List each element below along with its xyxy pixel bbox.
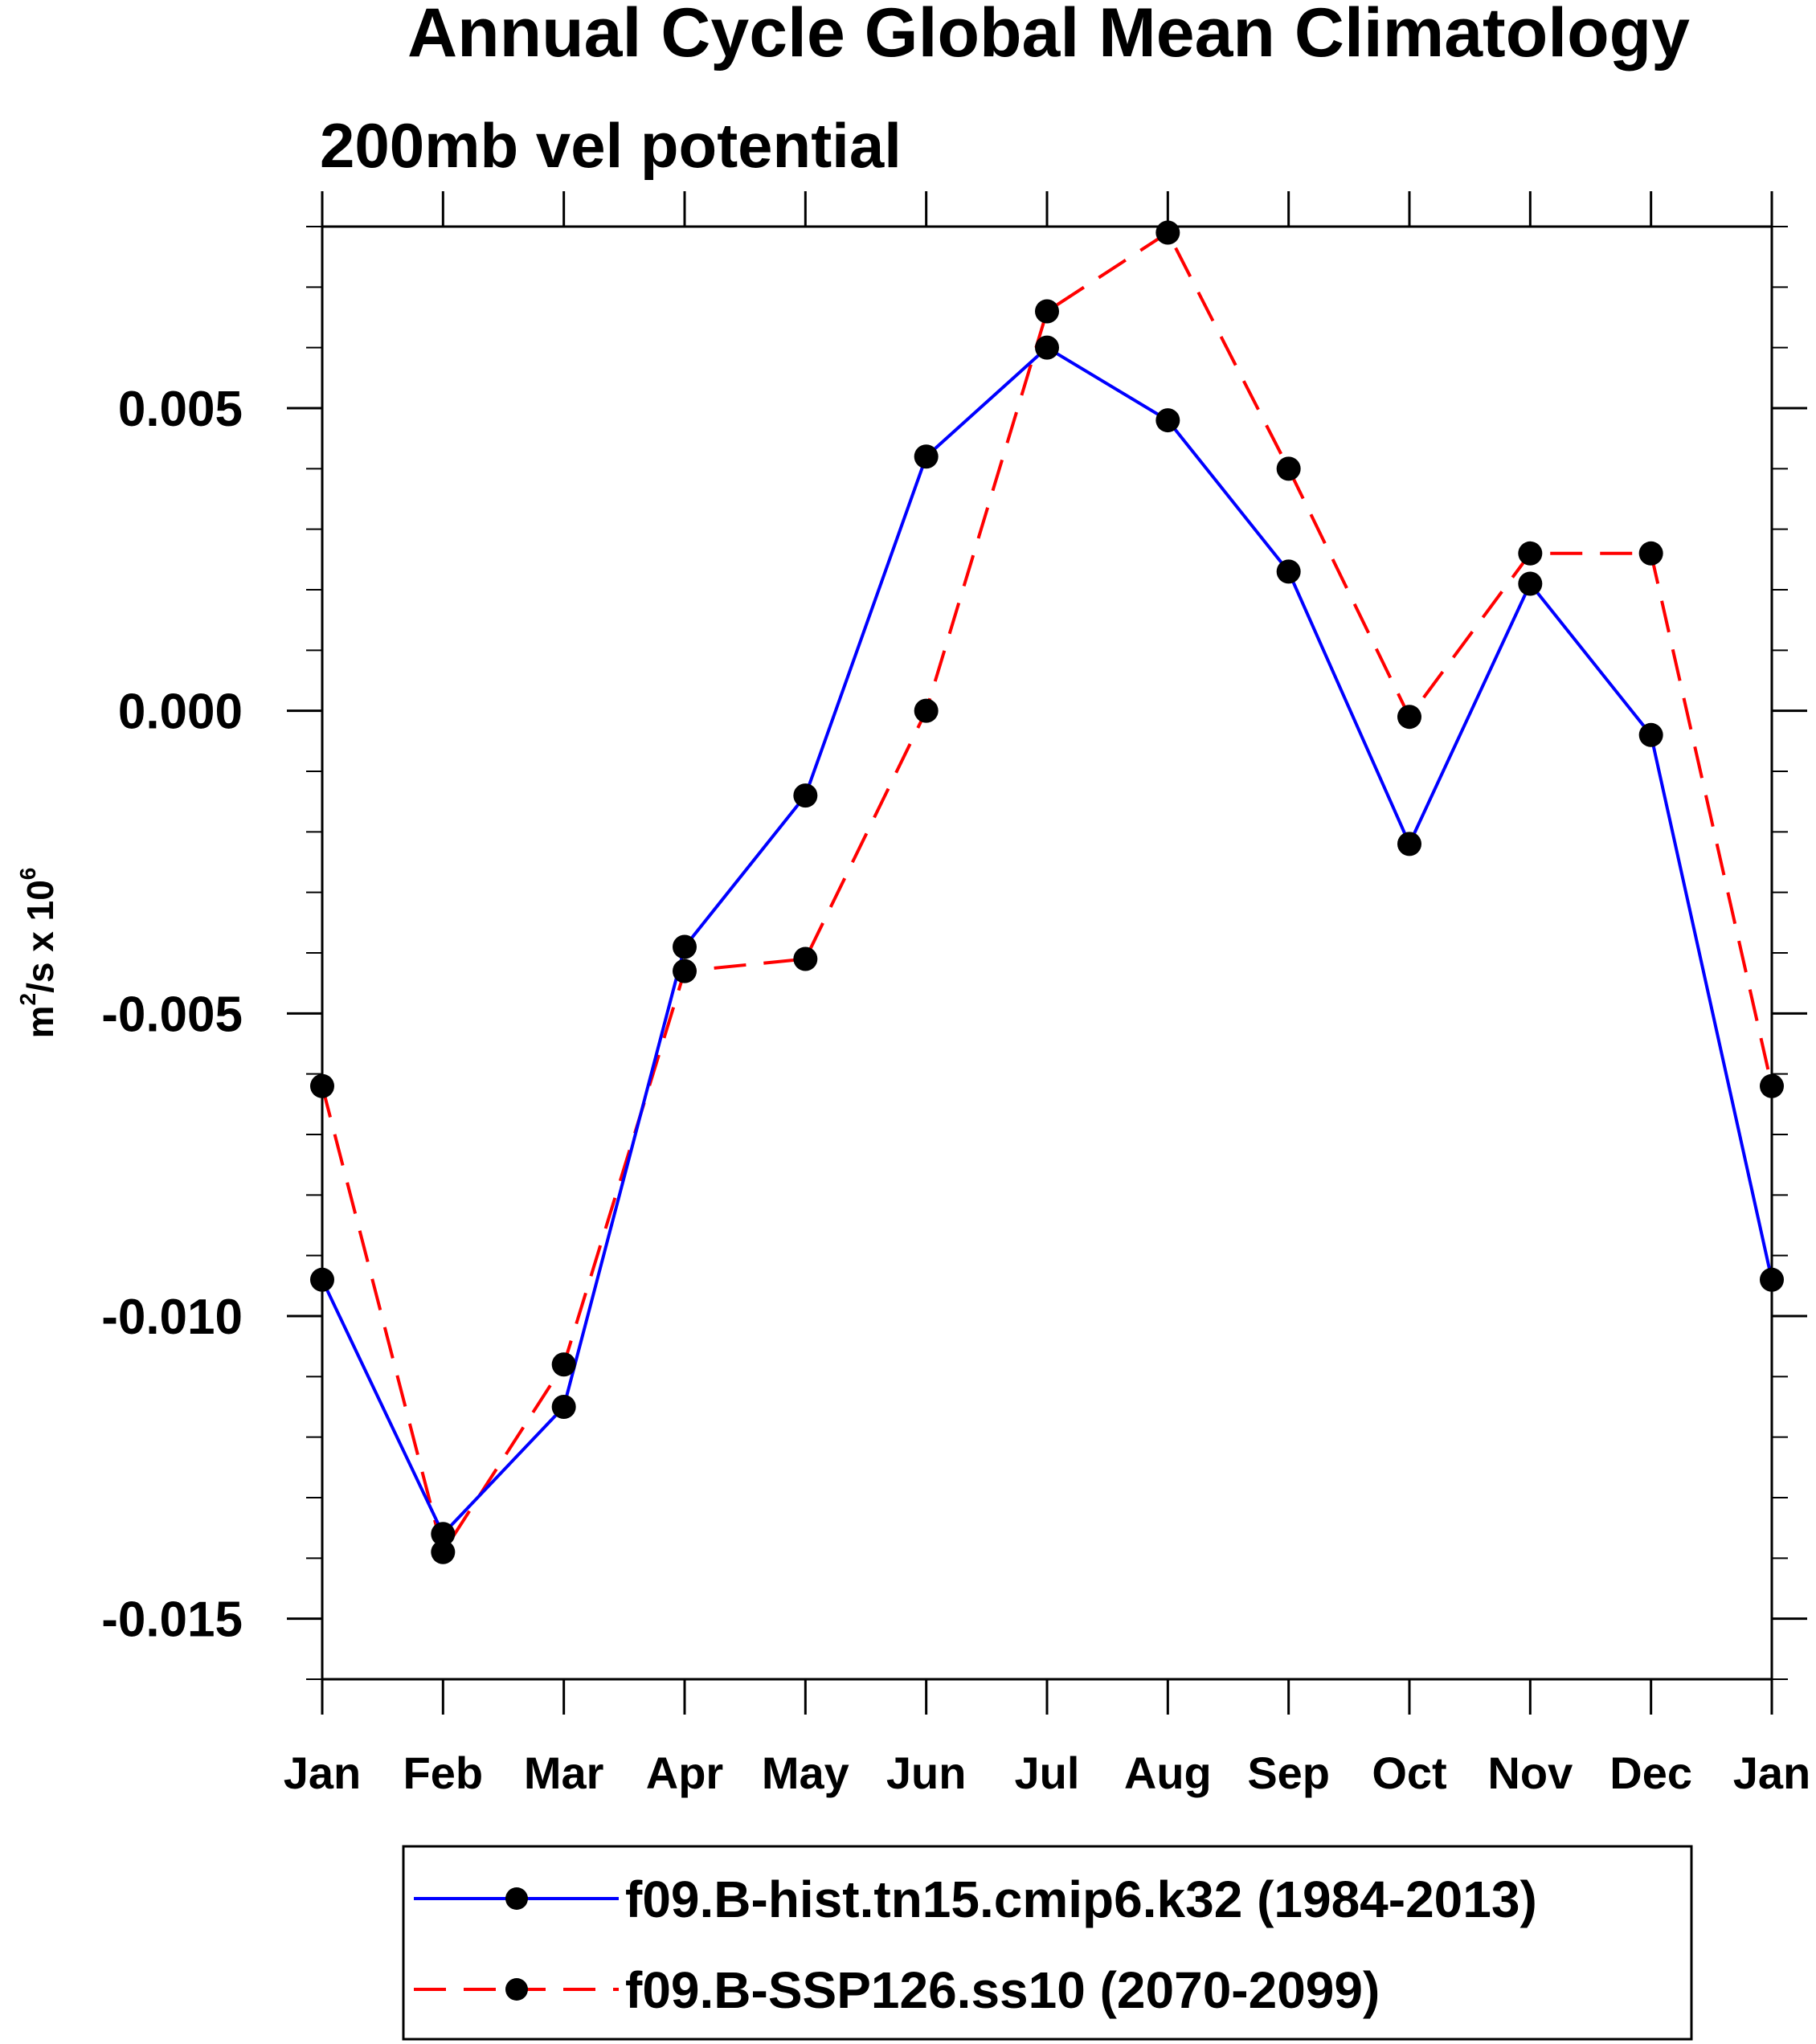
svg-text:m2/s x 106: m2/s x 106 (15, 868, 61, 1039)
chart-title: Annual Cycle Global Mean Climatology (407, 0, 1690, 72)
series-1-marker (1035, 299, 1059, 324)
series-1-marker (1276, 456, 1301, 481)
series-1-marker (914, 698, 939, 723)
y-tick-label: -0.015 (101, 1592, 243, 1648)
legend-box (402, 1845, 1693, 2041)
x-tick-label: Sep (1247, 1748, 1330, 1798)
tick-layer: 0.005 0.000 -0.005 -0.010 -0.015 Jan Feb Mar Apr… (101, 191, 1810, 1798)
series-0-marker (793, 783, 818, 808)
series-0-marker (431, 1522, 456, 1547)
series-0-marker (673, 934, 697, 959)
series-1-marker (1638, 541, 1663, 566)
series-0-marker (551, 1395, 576, 1419)
y-axis-label-sup1: 2 (15, 993, 40, 1006)
series-1-marker (673, 959, 697, 983)
series-layer (310, 220, 1784, 1564)
legend: f09.B-hist.tn15.cmip6.k32 (1984-2013) f0… (402, 1845, 1693, 2041)
legend-label-ssp: f09.B-SSP126.ss10 (2070-2099) (625, 1961, 1380, 2019)
chart-subtitle: 200mb vel potential (320, 110, 902, 181)
y-axis-label-mid: /s x 10 (19, 880, 61, 993)
series-1-marker (1155, 220, 1180, 245)
y-axis-label: m2/s x 106 (15, 868, 61, 1039)
series-line-0 (321, 345, 1773, 1536)
y-axis-label-base: m (19, 1005, 61, 1038)
series-0-marker (1638, 722, 1663, 747)
series-1-marker (551, 1352, 576, 1377)
x-tick-label: Dec (1609, 1748, 1692, 1798)
x-tick-label: May (762, 1748, 849, 1798)
series-0-marker (914, 444, 939, 469)
x-tick-label: Jul (1015, 1748, 1080, 1798)
y-axis-label-sup2: 6 (15, 868, 40, 881)
series-0-marker (1397, 832, 1421, 856)
legend-label-hist: f09.B-hist.tn15.cmip6.k32 (1984-2013) (625, 1870, 1537, 1928)
y-tick-label: -0.005 (101, 987, 243, 1042)
x-tick-label: Mar (524, 1748, 604, 1798)
x-tick-label: Aug (1124, 1748, 1212, 1798)
legend-marker-ssp (505, 1978, 528, 2001)
legend-marker-hist (505, 1887, 528, 1910)
x-tick-label: Jan (1733, 1748, 1811, 1798)
x-tick-label: Apr (646, 1748, 723, 1798)
series-0-marker (1518, 571, 1543, 596)
x-tick-label: Oct (1372, 1748, 1446, 1798)
x-tick-label: Jun (886, 1748, 967, 1798)
plot-frame (321, 225, 1773, 1681)
series-line-1 (321, 231, 1773, 1554)
y-tick-label: 0.005 (118, 382, 243, 437)
series-0-marker (1155, 408, 1180, 433)
series-0-marker (1035, 335, 1059, 360)
series-1-marker (431, 1539, 456, 1564)
series-1-marker (793, 946, 818, 971)
series-0-marker (1276, 559, 1301, 584)
y-tick-label: 0.000 (118, 685, 243, 740)
series-1-marker (1518, 541, 1543, 566)
x-tick-label: Nov (1487, 1748, 1573, 1798)
x-tick-label: Feb (403, 1748, 484, 1798)
x-tick-label: Jan (284, 1748, 362, 1798)
y-tick-label: -0.010 (101, 1290, 243, 1345)
series-1-marker (1397, 705, 1421, 730)
